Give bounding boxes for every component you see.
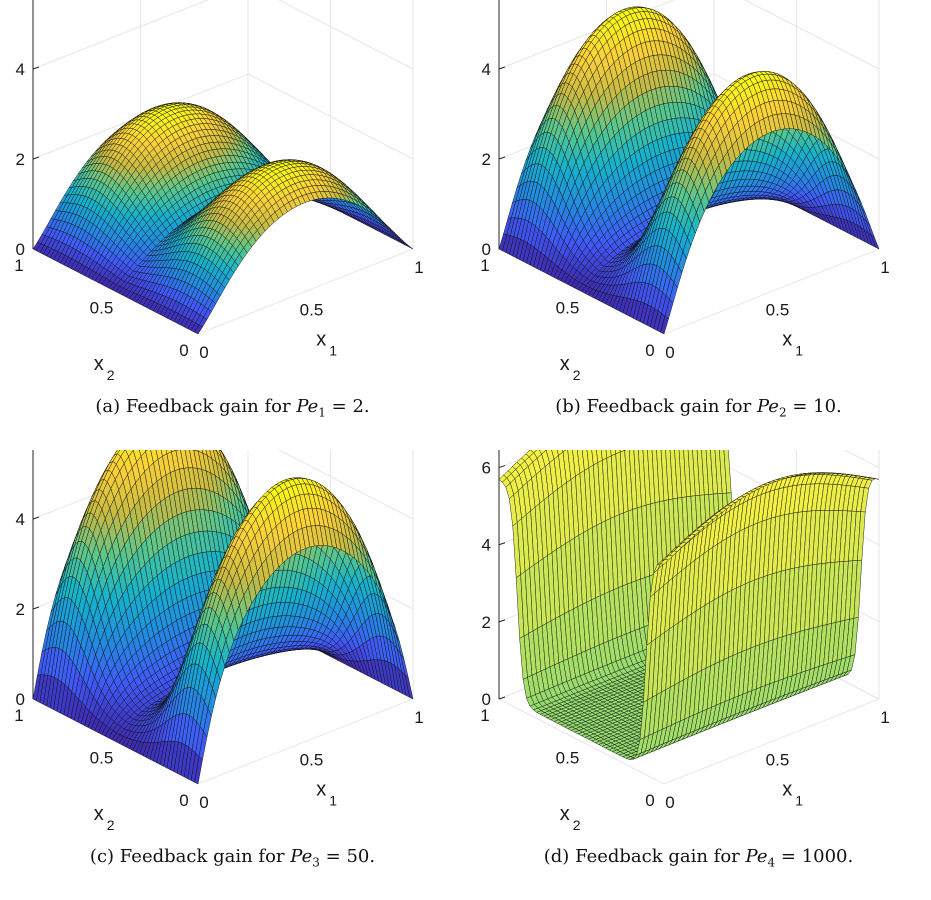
surface-patch: [404, 243, 414, 250]
z-tick: [498, 156, 506, 160]
z-tick: [32, 66, 40, 70]
z-tick-label: 0: [16, 690, 25, 709]
x1-axis-label: x: [782, 328, 792, 350]
x1-tick-label: 0: [665, 343, 674, 362]
z-tick: [498, 66, 506, 70]
surface: [32, 102, 414, 335]
z-tick: [32, 606, 40, 610]
caption-pe-index: 1: [318, 405, 326, 420]
x1-tick-label: 1: [880, 258, 889, 277]
x1-tick-label: 0.5: [300, 301, 324, 320]
z-tick: [32, 516, 40, 520]
z-tick-label: 2: [16, 150, 25, 169]
z-tick-label: 4: [16, 510, 25, 529]
caption-b: (b) Feedback gain for Pe2 = 10.: [466, 396, 931, 420]
x2-tick-label: 0: [179, 341, 188, 360]
caption-pe: Pe: [756, 396, 779, 417]
x1-axis-label-sub: 1: [795, 342, 803, 358]
caption-pe-value: 10.: [813, 396, 842, 417]
x1-axis-label-sub: 1: [329, 342, 337, 358]
z-tick-label: 0: [16, 240, 25, 259]
surface: [32, 450, 414, 785]
x1-axis: 00.51x 1: [199, 258, 423, 362]
x2-tick-label: 0: [645, 341, 654, 360]
x2-axis: 0 0.5 1 x 2: [14, 256, 188, 383]
x1-tick-label: 0: [199, 343, 208, 362]
caption-equals: =: [331, 396, 347, 417]
grid-line: [32, 0, 414, 70]
x2-tick-label: 0.5: [90, 299, 114, 318]
x2-axis: 0 0.5 1 x 2: [480, 256, 654, 383]
x1-axis-label: x: [316, 328, 326, 350]
grid-line: [32, 73, 414, 160]
caption-text: Feedback gain for: [586, 396, 752, 417]
surface-patch: [113, 450, 120, 456]
x2-axis-label: x: [94, 353, 104, 375]
grid-line: [498, 0, 880, 70]
caption-label: (a): [95, 396, 121, 417]
caption-a: (a) Feedback gain for Pe1 = 2.: [0, 396, 465, 420]
caption-equals: =: [792, 396, 808, 417]
surface: [498, 6, 880, 335]
z-tick-label: 0: [482, 240, 491, 259]
x2-axis-label-sub: 2: [107, 367, 115, 383]
caption-pe-value: 2.: [352, 396, 370, 417]
x1-tick-label: 0.5: [766, 301, 790, 320]
z-tick-label: 2: [482, 150, 491, 169]
z-tick-label: 4: [16, 60, 25, 79]
x1-tick-label: 1: [414, 258, 423, 277]
x2-axis-label: x: [560, 353, 570, 375]
surface-patch: [870, 234, 880, 250]
caption-label: (b): [555, 396, 581, 417]
z-tick-label: 4: [482, 60, 491, 79]
x1-axis: 00.51x 1: [665, 258, 889, 362]
x2-tick-label: 1: [14, 256, 23, 275]
x2-axis-label-sub: 2: [573, 367, 581, 383]
z-tick-label: 2: [16, 600, 25, 619]
caption-pe-index: 2: [778, 405, 787, 420]
caption-pe: Pe: [296, 396, 319, 417]
x2-tick-label: 0.5: [556, 299, 580, 318]
z-tick: [32, 156, 40, 160]
caption-text: Feedback gain for: [125, 396, 291, 417]
x2-tick-label: 1: [480, 256, 489, 275]
